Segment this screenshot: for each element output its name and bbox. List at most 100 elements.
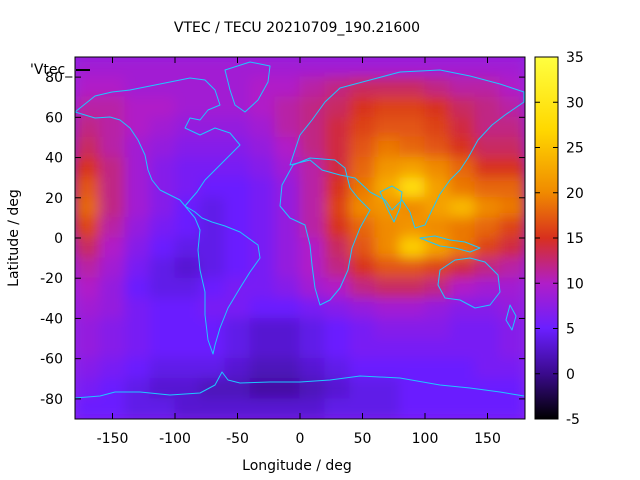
colorbar-tick-label: 0 (566, 367, 575, 383)
heatmap-cell (374, 116, 401, 138)
heatmap-cell (149, 96, 176, 118)
heatmap-cell (424, 96, 451, 118)
heatmap-cell (75, 297, 101, 319)
colorbar-tick-label: 15 (566, 231, 584, 247)
heatmap-cell (374, 358, 401, 380)
heatmap-cell (299, 398, 326, 419)
heatmap-cell (399, 197, 426, 219)
heatmap-cell (124, 237, 151, 259)
heatmap-cell (324, 197, 351, 219)
heatmap-cell (424, 116, 451, 138)
heatmap-cell (424, 297, 451, 319)
heatmap-cell (424, 317, 451, 340)
heatmap-cell (224, 358, 251, 380)
heatmap-cell (149, 317, 176, 340)
heatmap-cell (499, 76, 525, 98)
chart-title: VTEC / TECU 20210709_190.21600 (174, 20, 420, 36)
heatmap-cell (124, 378, 151, 400)
heatmap-cell (449, 157, 476, 179)
heatmap-cell (324, 237, 351, 259)
heatmap-cell (424, 177, 451, 199)
heatmap-cell (174, 217, 201, 239)
heatmap-cell (75, 338, 101, 360)
heatmap-cell (324, 277, 351, 299)
heatmap-cell (299, 277, 326, 299)
heatmap-cell (274, 96, 301, 118)
heatmap-cell (424, 157, 451, 179)
heatmap-cell (249, 398, 276, 419)
heatmap-cell (499, 217, 525, 239)
heatmap-cell (174, 398, 201, 419)
heatmap-cell (474, 217, 501, 239)
colorbar-tick-label: 10 (566, 276, 584, 292)
heatmap-cell (99, 177, 126, 199)
heatmap-cell (149, 177, 176, 199)
heatmap-cell (149, 237, 176, 259)
coastline-new-zealand (505, 304, 517, 331)
coastline-indonesia (419, 235, 481, 253)
heatmap-cell (399, 257, 426, 279)
heatmap-cell (249, 378, 276, 400)
heatmap-cell (449, 317, 476, 340)
x-tick-label: 50 (354, 431, 372, 447)
heatmap-cell (174, 257, 201, 279)
heatmap-cell (449, 217, 476, 239)
heatmap-cell (474, 157, 501, 179)
heatmap-cell (374, 136, 401, 159)
heatmap-cell (499, 358, 525, 380)
heatmap-cell (449, 136, 476, 159)
colorbar-tick-label: -5 (566, 412, 580, 428)
heatmap-cell (99, 57, 126, 78)
heatmap-cell (124, 57, 151, 78)
colorbar-tick-label: 5 (566, 322, 575, 338)
heatmap-cell (249, 338, 276, 360)
heatmap-cell (424, 398, 451, 419)
heatmap-cell (449, 358, 476, 380)
heatmap-cell (374, 277, 401, 299)
heatmap-cell (474, 57, 501, 78)
heatmap-cell (424, 358, 451, 380)
heatmap-cell (399, 297, 426, 319)
heatmap-cell (199, 338, 226, 360)
heatmap-cell (174, 378, 201, 400)
heatmap-cell (324, 136, 351, 159)
heatmap-cell (299, 57, 326, 78)
heatmap-cell (199, 136, 226, 159)
heatmap-cell (374, 76, 401, 98)
y-tick-label: -80 (40, 392, 63, 408)
heatmap-cell (399, 136, 426, 159)
coastline-antarctica (75, 371, 525, 399)
heatmap-cell (174, 358, 201, 380)
heatmap-cell (374, 317, 401, 340)
heatmap-cell (224, 76, 251, 98)
y-tick-label: 80 (45, 70, 63, 86)
heatmap-cell (499, 177, 525, 199)
heatmap-cell (124, 297, 151, 319)
heatmap-cell (224, 157, 251, 179)
coastline-australia (437, 257, 501, 309)
heatmap-cell (224, 116, 251, 138)
heatmap-cell (224, 297, 251, 319)
heatmap-cell (449, 116, 476, 138)
heatmap-cell (449, 277, 476, 299)
heatmap-cell (99, 257, 126, 279)
x-axis-label: Longitude / deg (242, 458, 352, 474)
heatmap-cell (499, 378, 525, 400)
heatmap-cell (424, 57, 451, 78)
heatmap-cell (274, 237, 301, 259)
heatmap-cell (199, 358, 226, 380)
y-tick-label: -60 (40, 352, 63, 368)
heatmap-cell (324, 57, 351, 78)
heatmap-cell (99, 297, 126, 319)
heatmap-cell (149, 297, 176, 319)
heatmap-cell (349, 57, 376, 78)
heatmap-cell (274, 317, 301, 340)
heatmap-cell (349, 378, 376, 400)
heatmap-cell (299, 237, 326, 259)
heatmap-cell (349, 76, 376, 98)
heatmap-cell (199, 378, 226, 400)
heatmap-cell (324, 378, 351, 400)
heatmap-cell (299, 217, 326, 239)
y-tick-label: 60 (45, 110, 63, 126)
heatmap-cell (349, 96, 376, 118)
